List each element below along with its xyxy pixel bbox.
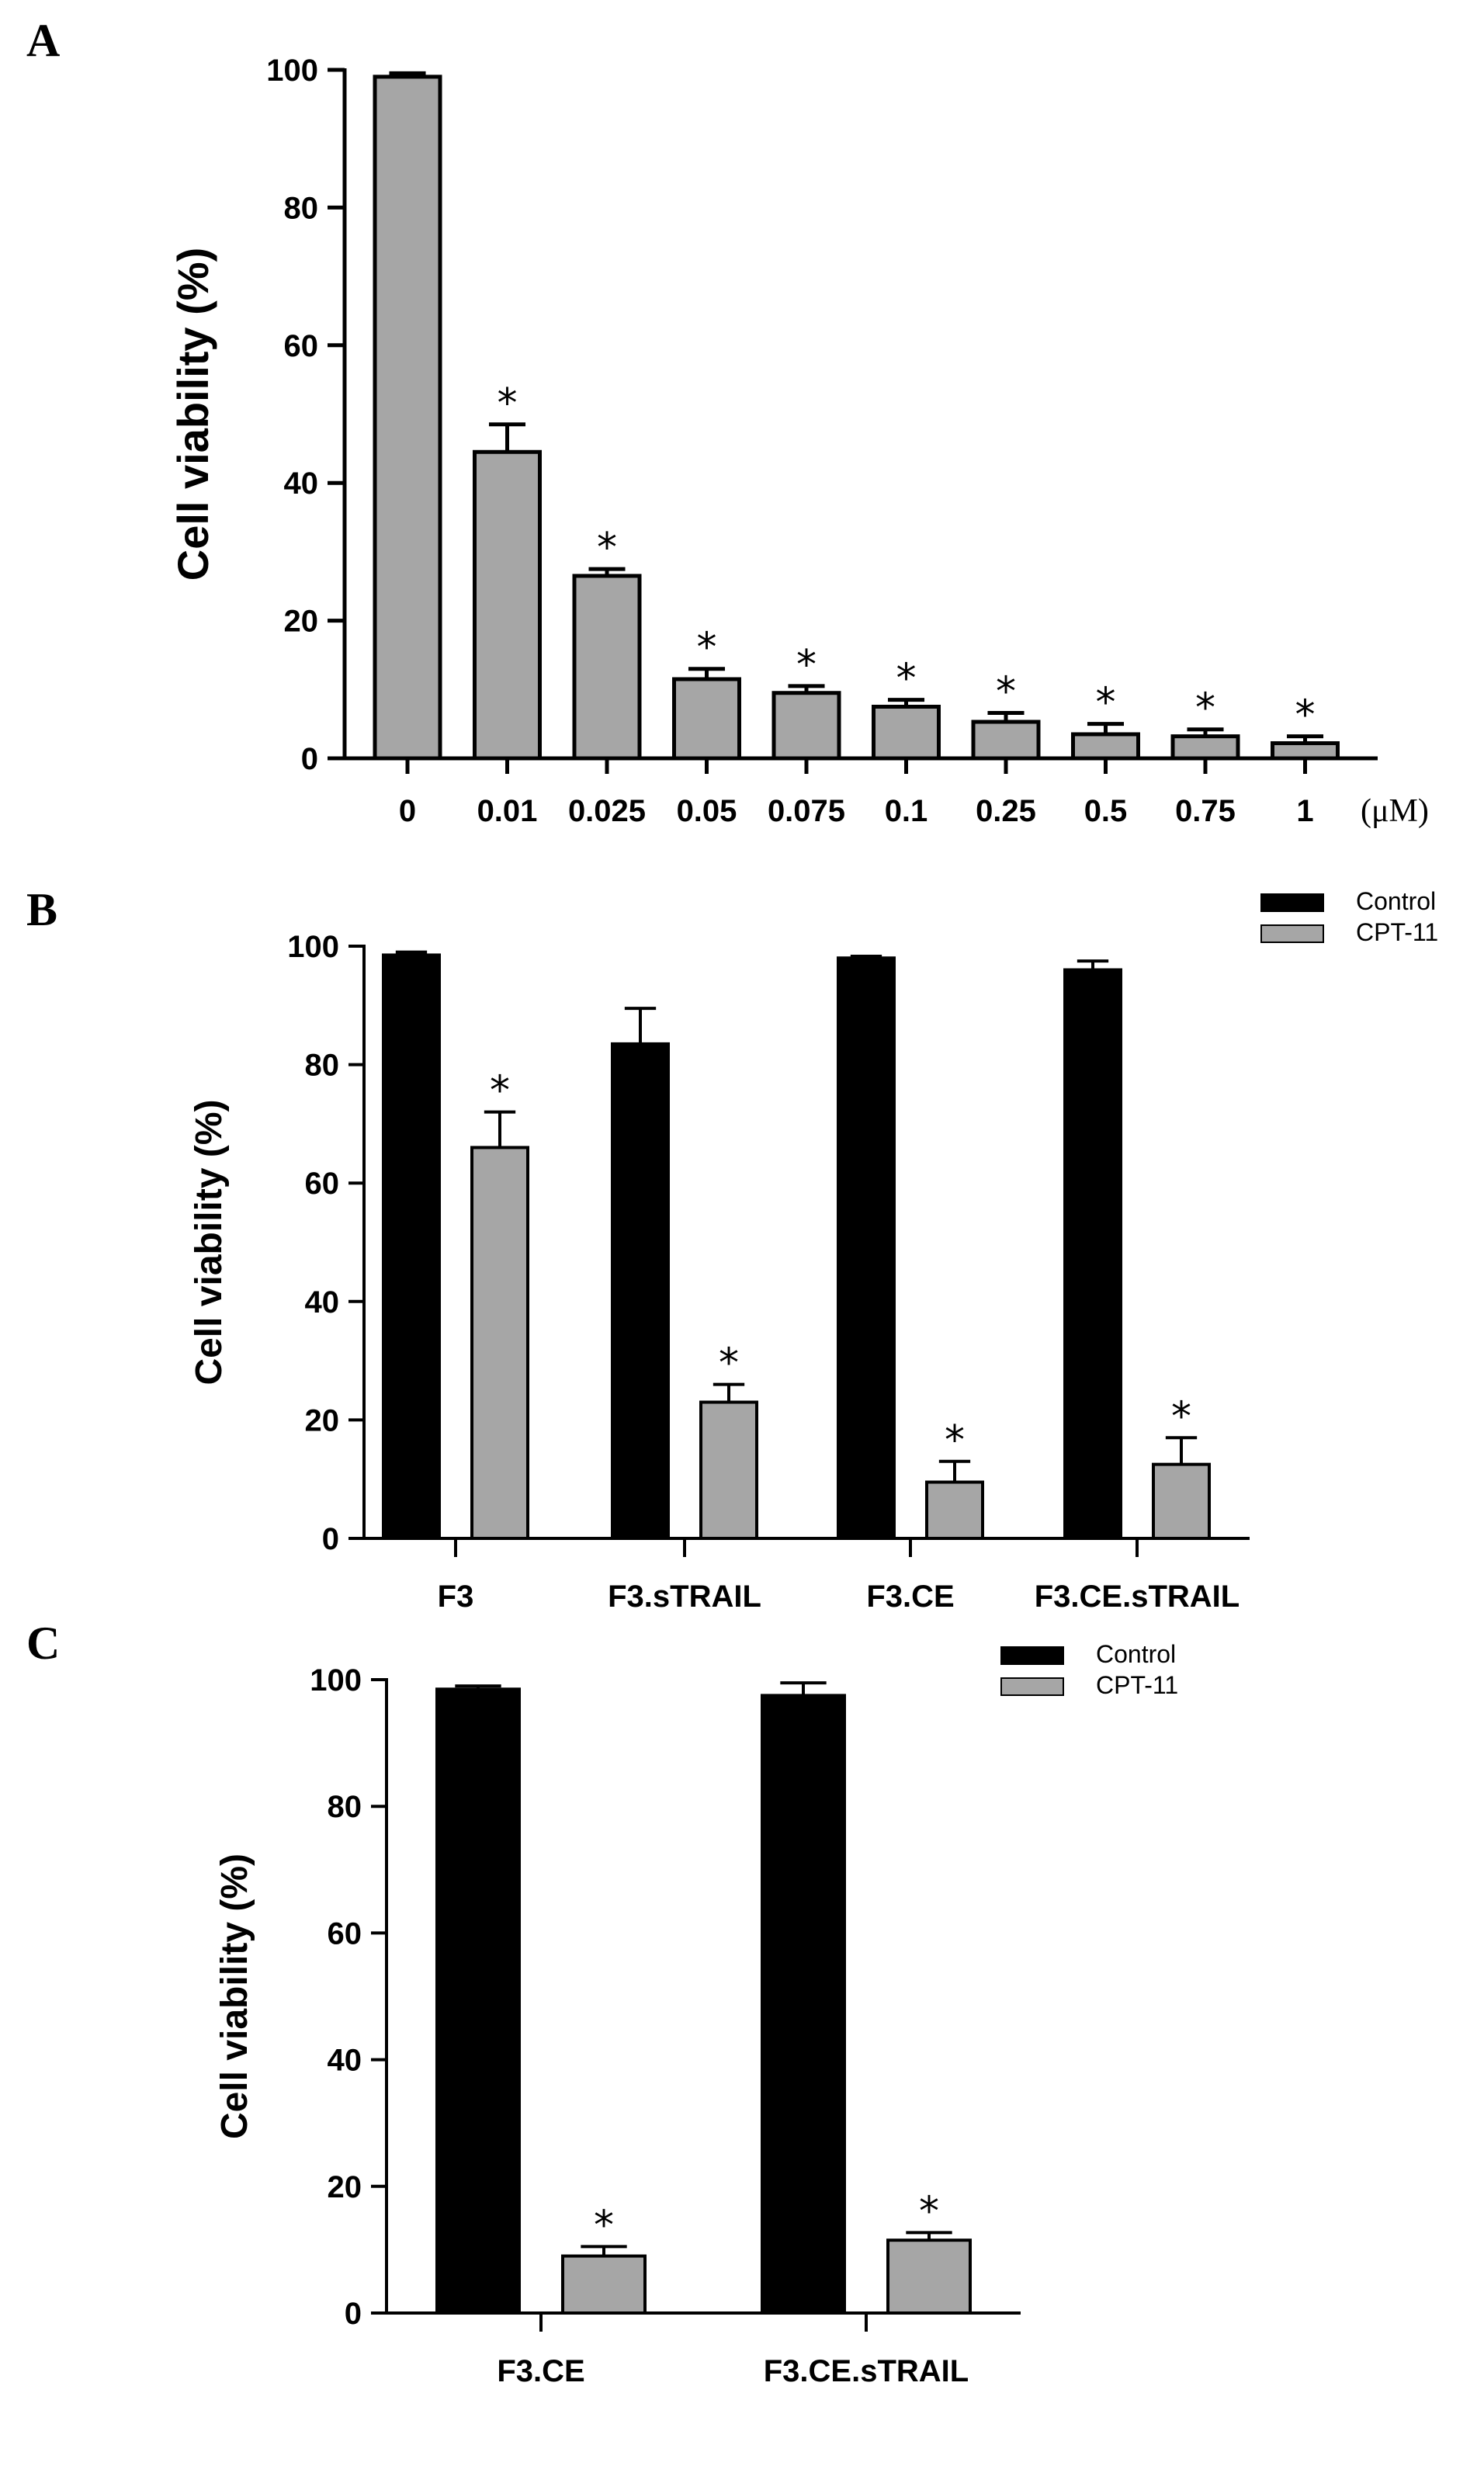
x-tick-label: 0.1 [885, 794, 928, 828]
bar-0.075 [771, 691, 841, 761]
bar-control-0 [382, 953, 441, 1540]
x-tick-label: F3.CE [866, 1580, 954, 1614]
legend-label-cpt-11: CPT-11 [1096, 1671, 1178, 1699]
y-tick-label: 80 [305, 1049, 340, 1083]
bar-0.5 [1071, 732, 1140, 761]
x-tick-label: 0.05 [677, 794, 737, 828]
significance-marker: * [1096, 680, 1116, 727]
significance-marker: * [796, 642, 817, 688]
y-tick-label: 20 [328, 2170, 362, 2204]
legend-swatch-control [1260, 893, 1324, 912]
significance-marker: * [719, 1340, 739, 1387]
significance-marker: * [498, 380, 518, 427]
bar-cpt-11-0 [561, 2254, 647, 2315]
bar-cpt-11-0 [470, 1146, 529, 1541]
significance-marker: * [945, 1417, 965, 1464]
significance-marker: * [697, 625, 717, 671]
y-tick-label: 40 [328, 2044, 362, 2078]
bar-0.05 [672, 677, 741, 761]
bar-control-2 [837, 956, 896, 1540]
bar-cpt-11-3 [1152, 1462, 1211, 1540]
y-tick-label: 0 [322, 1522, 339, 1556]
x-tick-label: 0.25 [976, 794, 1036, 828]
panel-a: A 0 20 40 60 80 100 Cell viability (%) 0 * 0.01 * 0.… [26, 15, 1429, 829]
bar-cpt-11-1 [699, 1400, 758, 1541]
legend-label-cpt-11: CPT-11 [1356, 918, 1438, 946]
x-tick-label: 1 [1296, 794, 1313, 828]
x-tick-label: F3.CE.sTRAIL [764, 2354, 969, 2388]
x-tick-label: 0.075 [768, 794, 845, 828]
panel-letter-a: A [26, 15, 60, 66]
bar-0.025 [572, 574, 642, 761]
x-unit-label: (μM) [1361, 793, 1429, 829]
x-tick-label: 0.75 [1175, 794, 1236, 828]
y-tick-label: 0 [301, 742, 318, 776]
bar-1 [1271, 740, 1340, 761]
bar-0.25 [971, 720, 1041, 761]
legend-swatch-control [1000, 1646, 1064, 1665]
x-tick-label: F3.CE.sTRAIL [1035, 1580, 1240, 1614]
x-tick-label: F3 [438, 1580, 474, 1614]
bar-control-3 [1063, 968, 1122, 1540]
panel-letter-c: C [26, 1618, 60, 1669]
y-tick-label: 80 [328, 1790, 362, 1824]
x-tick-label: 0 [399, 794, 416, 828]
y-tick-label: 40 [305, 1285, 340, 1320]
legend-label-control: Control [1096, 1640, 1176, 1668]
x-tick-label: 0.01 [477, 794, 538, 828]
significance-marker: * [919, 2188, 939, 2235]
bar-0.01 [473, 449, 542, 761]
y-tick-label: 40 [284, 466, 319, 501]
bar-cpt-11-2 [925, 1480, 984, 1541]
bar-control-1 [761, 1694, 846, 2315]
y-tick-label: 20 [284, 605, 319, 639]
y-tick-label: 20 [305, 1403, 340, 1437]
legend-swatch-cpt-11 [1000, 1677, 1064, 1696]
significance-marker: * [594, 2202, 614, 2249]
significance-marker: * [490, 1068, 510, 1115]
y-tick-label: 100 [266, 54, 318, 88]
legend: Control CPT-11 [1260, 887, 1438, 946]
panel-c: C 0 20 40 60 80 100 Cell viability (%) * F3.CE * F3… [26, 1618, 1178, 2388]
y-tick-label: 60 [284, 329, 319, 363]
y-tick-label: 0 [345, 2297, 362, 2331]
y-axis-label: Cell viability (%) [168, 248, 217, 581]
bar-control-0 [435, 1687, 521, 2315]
panel-b: B 0 20 40 60 80 100 Cell viability (%) * F3 * F3.sT… [26, 884, 1438, 1614]
y-tick-label: 80 [284, 191, 319, 225]
significance-marker: * [896, 656, 917, 702]
significance-marker: * [1295, 692, 1316, 739]
legend-swatch-cpt-11 [1260, 924, 1324, 943]
y-tick-label: 60 [328, 1916, 362, 1951]
y-axis-label: Cell viability (%) [214, 1854, 255, 2139]
panel-letter-b: B [26, 884, 57, 935]
x-tick-label: F3.sTRAIL [608, 1580, 761, 1614]
y-axis-label: Cell viability (%) [189, 1099, 230, 1385]
bar-control-1 [611, 1042, 670, 1540]
legend-label-control: Control [1356, 887, 1436, 915]
significance-marker: * [1171, 1393, 1191, 1440]
x-tick-label: 0.025 [568, 794, 646, 828]
bar-cpt-11-1 [886, 2239, 972, 2315]
y-tick-label: 100 [287, 930, 339, 964]
significance-marker: * [996, 668, 1016, 715]
x-tick-label: 0.5 [1084, 794, 1128, 828]
x-tick-label: F3.CE [497, 2354, 584, 2388]
y-tick-label: 60 [305, 1167, 340, 1201]
bar-0 [373, 75, 442, 761]
bar-0.75 [1170, 734, 1240, 761]
bar-0.1 [872, 704, 941, 761]
legend: Control CPT-11 [1000, 1640, 1178, 1699]
y-tick-label: 100 [310, 1663, 362, 1698]
significance-marker: * [1195, 685, 1215, 732]
significance-marker: * [597, 525, 617, 571]
